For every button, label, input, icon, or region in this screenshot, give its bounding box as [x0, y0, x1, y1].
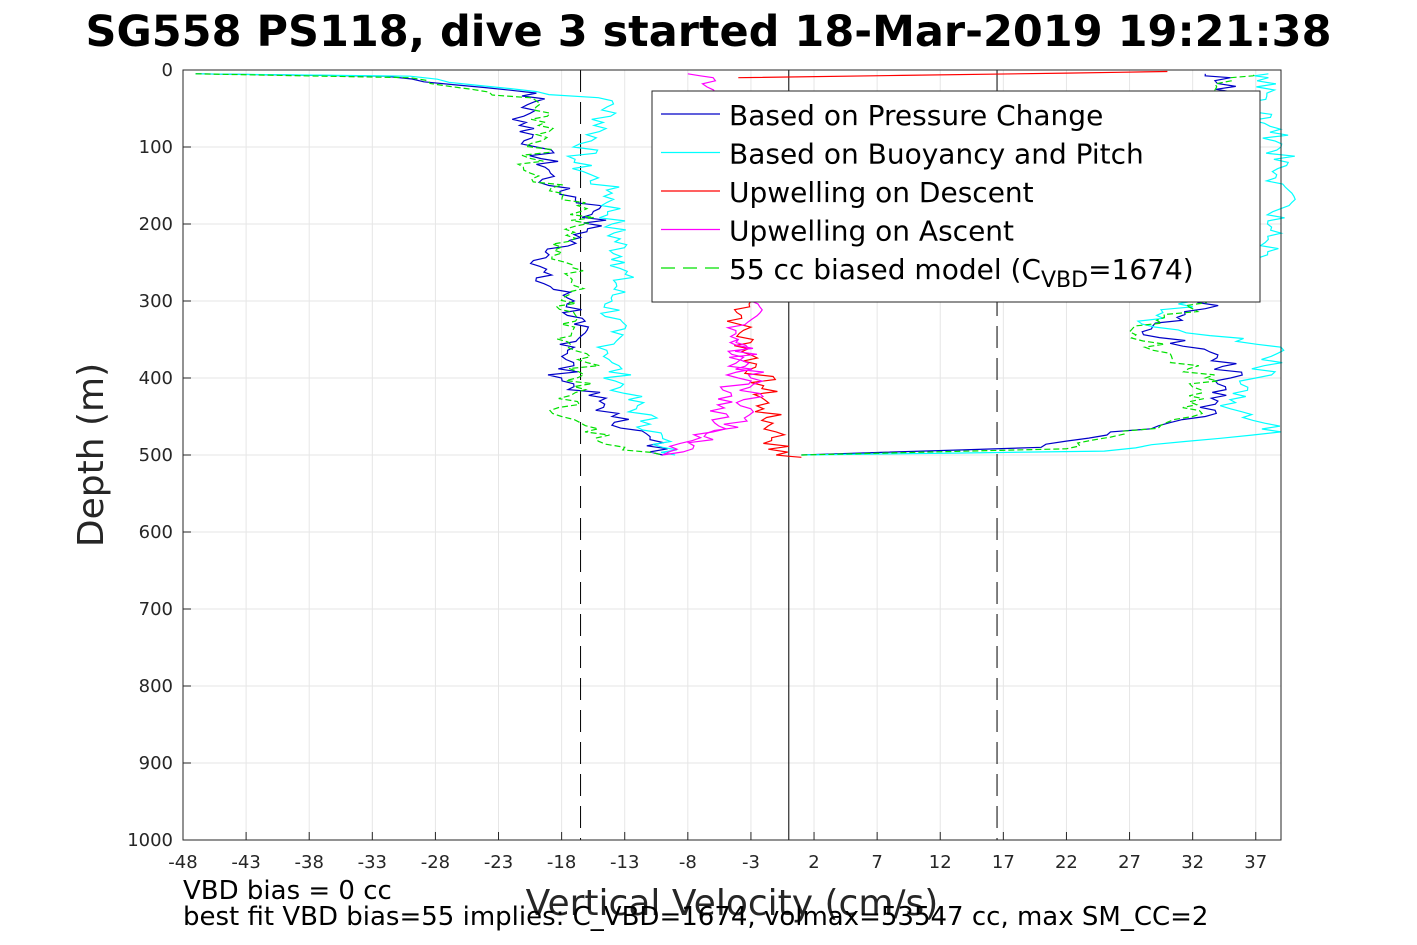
- series-0-descent-line: [195, 73, 668, 456]
- x-tick-label: -43: [231, 852, 260, 873]
- legend-label-text: Upwelling on Ascent: [729, 215, 1014, 248]
- y-tick-label: 0: [162, 60, 173, 81]
- y-axis-label: Depth (m): [71, 363, 112, 547]
- x-tick-label: 27: [1118, 852, 1141, 873]
- vbd-bias-note: VBD bias = 0 cc: [183, 876, 392, 906]
- legend-label-text: 55 cc biased model (C: [729, 253, 1041, 286]
- y-tick-label: 1000: [127, 830, 173, 851]
- legend: Based on Pressure Change Based on Buoyanc…: [651, 90, 1261, 303]
- x-axis-label: Vertical Velocity (cm/s): [526, 883, 939, 924]
- legend-box: [651, 90, 1261, 303]
- x-tick-label: -38: [295, 852, 324, 873]
- x-tick-label: 12: [929, 852, 952, 873]
- x-tick-label: 22: [1055, 852, 1078, 873]
- best-fit-note: best fit VBD bias=55 implies: C_VBD=1674…: [183, 902, 1209, 932]
- legend-label-subscript: VBD: [1041, 268, 1088, 293]
- x-tick-label: -28: [421, 852, 450, 873]
- y-tick-label: 700: [139, 599, 173, 620]
- x-tick-label: -3: [742, 852, 760, 873]
- x-tick-label: -33: [358, 852, 387, 873]
- legend-label-suffix: =1674): [1088, 253, 1194, 286]
- chart-title: SG558 PS118, dive 3 started 18-Mar-2019 …: [85, 7, 1332, 57]
- legend-label-text: Upwelling on Descent: [729, 176, 1034, 209]
- x-tick-label: 2: [808, 852, 819, 873]
- plot-frame: [182, 69, 1282, 841]
- y-tick-label: 200: [139, 214, 173, 235]
- legend-label-text: Based on Pressure Change: [729, 99, 1103, 132]
- x-tick-label: 7: [871, 852, 882, 873]
- y-tick-label: 800: [139, 676, 173, 697]
- x-tick-labels: -48 -43 -38 -33 -28 -23 -18 -13 -8 -3 2 7 12 17 22 27 32…: [168, 852, 1267, 873]
- legend-label-text: Based on Buoyancy and Pitch: [729, 138, 1144, 171]
- legend-label: Based on Buoyancy and Pitch: [729, 138, 1144, 171]
- series-2-descent-line: [726, 300, 802, 458]
- y-tick-label: 400: [139, 368, 173, 389]
- series-4-descent-line: [195, 73, 663, 456]
- legend-label: Upwelling on Descent: [729, 176, 1034, 209]
- legend-label: 55 cc biased model (CVBD=1674): [729, 253, 1194, 293]
- legend-label: Upwelling on Ascent: [729, 215, 1014, 248]
- y-tick-label: 100: [139, 137, 173, 158]
- x-tick-label: -18: [547, 852, 576, 873]
- x-tick-label: -13: [610, 852, 639, 873]
- series-2-ascent-line: [738, 70, 1168, 79]
- series-1-descent-line: [195, 73, 677, 456]
- x-tick-label: 17: [992, 852, 1015, 873]
- x-tick-label: 32: [1181, 852, 1204, 873]
- y-tick-label: 600: [139, 522, 173, 543]
- series-3-ascent-line: [662, 338, 754, 456]
- y-tick-labels: 0 100 200 300 400 500 600 700 800 900 1000: [127, 60, 173, 851]
- x-tick-label: -48: [168, 852, 197, 873]
- y-tick-label: 900: [139, 753, 173, 774]
- legend-label: Based on Pressure Change: [729, 99, 1103, 132]
- x-tick-label: 37: [1244, 852, 1267, 873]
- x-tick-label: -23: [484, 852, 513, 873]
- y-tick-label: 500: [139, 445, 173, 466]
- x-tick-label: -8: [679, 852, 697, 873]
- y-tick-label: 300: [139, 291, 173, 312]
